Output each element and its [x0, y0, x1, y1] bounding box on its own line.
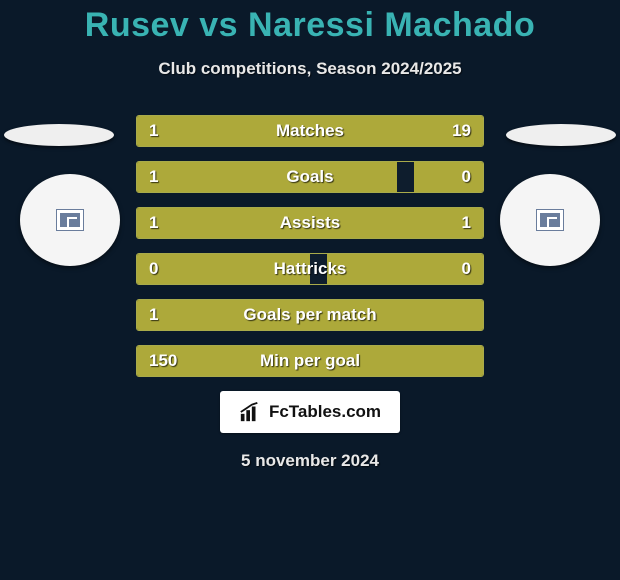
- stat-label: Goals per match: [243, 305, 376, 325]
- stat-row: 150 Min per goal: [136, 345, 484, 377]
- bar-fill-right: [327, 254, 483, 284]
- stat-value-left: 1: [149, 305, 158, 325]
- stat-row: 1 0 Goals: [136, 161, 484, 193]
- stat-label: Hattricks: [274, 259, 347, 279]
- flag-left: [4, 124, 114, 146]
- stat-value-left: 150: [149, 351, 177, 371]
- stat-value-left: 0: [149, 259, 158, 279]
- avatar-left: [20, 174, 120, 266]
- stat-value-right: 19: [452, 121, 471, 141]
- bar-fill-left: [137, 162, 397, 192]
- brand-badge: FcTables.com: [220, 391, 400, 433]
- stat-row: 1 19 Matches: [136, 115, 484, 147]
- avatar-right: [500, 174, 600, 266]
- brand-text: FcTables.com: [269, 402, 381, 422]
- subtitle: Club competitions, Season 2024/2025: [0, 59, 620, 79]
- brand-icon: [239, 401, 261, 423]
- stat-row: 1 Goals per match: [136, 299, 484, 331]
- stats-bars: 1 19 Matches 1 0 Goals 1 1 Assists 0 0 Hattricks 1 Go…: [136, 115, 484, 377]
- stat-value-left: 1: [149, 213, 158, 233]
- stat-row: 1 1 Assists: [136, 207, 484, 239]
- stat-row: 0 0 Hattricks: [136, 253, 484, 285]
- stat-value-right: 0: [462, 167, 471, 187]
- stat-label: Assists: [280, 213, 340, 233]
- bar-fill-right: [414, 162, 483, 192]
- stat-value-right: 0: [462, 259, 471, 279]
- placeholder-icon: [57, 210, 83, 230]
- stat-value-right: 1: [462, 213, 471, 233]
- stat-label: Min per goal: [260, 351, 360, 371]
- flag-right: [506, 124, 616, 146]
- placeholder-icon: [537, 210, 563, 230]
- stat-label: Goals: [286, 167, 333, 187]
- date-text: 5 november 2024: [0, 451, 620, 471]
- stat-value-left: 1: [149, 121, 158, 141]
- page-title: Rusev vs Naressi Machado: [0, 0, 620, 45]
- stat-label: Matches: [276, 121, 344, 141]
- stat-value-left: 1: [149, 167, 158, 187]
